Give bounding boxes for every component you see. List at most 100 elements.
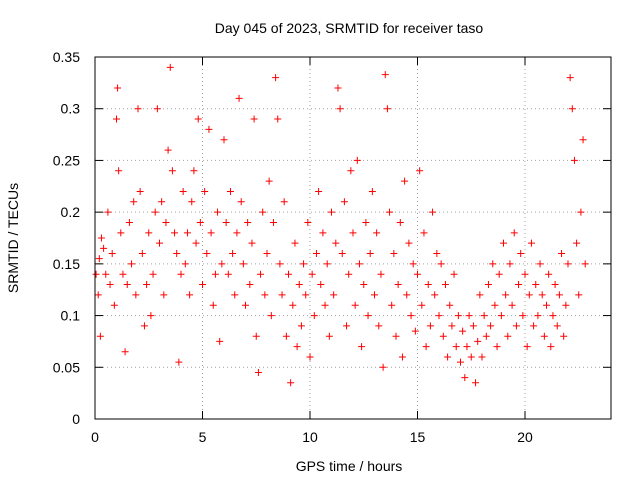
data-point bbox=[214, 208, 222, 216]
data-point bbox=[104, 208, 112, 216]
data-point bbox=[209, 301, 217, 309]
data-point bbox=[218, 260, 226, 268]
data-point bbox=[515, 281, 523, 289]
data-point bbox=[220, 136, 228, 144]
data-point bbox=[482, 332, 490, 340]
data-point bbox=[250, 115, 258, 123]
data-point bbox=[132, 291, 140, 299]
data-point bbox=[332, 239, 340, 247]
data-point bbox=[474, 337, 482, 345]
data-point bbox=[267, 312, 275, 320]
data-point bbox=[540, 332, 548, 340]
data-point bbox=[312, 250, 320, 258]
data-point bbox=[226, 187, 234, 195]
data-point bbox=[102, 270, 110, 278]
data-point bbox=[181, 260, 189, 268]
data-point bbox=[439, 332, 447, 340]
data-point bbox=[175, 358, 183, 366]
data-point bbox=[577, 208, 585, 216]
data-point bbox=[96, 332, 104, 340]
data-point bbox=[360, 281, 368, 289]
data-point bbox=[502, 291, 510, 299]
data-point bbox=[229, 250, 237, 258]
data-point bbox=[261, 291, 269, 299]
data-point bbox=[259, 208, 267, 216]
data-point bbox=[179, 187, 187, 195]
y-tick-label: 0 bbox=[72, 411, 80, 427]
data-point bbox=[478, 353, 486, 361]
data-point bbox=[263, 250, 271, 258]
data-point bbox=[186, 291, 194, 299]
data-point bbox=[125, 218, 133, 226]
data-point bbox=[568, 105, 576, 113]
data-point bbox=[334, 84, 342, 92]
data-point bbox=[306, 353, 314, 361]
data-point bbox=[487, 322, 495, 330]
y-tick-label: 0.1 bbox=[61, 308, 81, 324]
data-point bbox=[500, 239, 507, 247]
data-point bbox=[272, 74, 280, 82]
data-point bbox=[581, 260, 589, 268]
data-point bbox=[555, 291, 563, 299]
data-point bbox=[343, 322, 351, 330]
data-point bbox=[560, 332, 568, 340]
data-point bbox=[463, 343, 471, 351]
data-point bbox=[401, 177, 409, 185]
data-point bbox=[297, 322, 305, 330]
data-point bbox=[403, 291, 411, 299]
data-point bbox=[143, 281, 151, 289]
data-point bbox=[92, 270, 100, 278]
data-point bbox=[433, 250, 441, 258]
data-point bbox=[121, 348, 129, 356]
data-point bbox=[366, 250, 374, 258]
data-point bbox=[115, 167, 123, 175]
data-point bbox=[147, 312, 155, 320]
data-point bbox=[293, 343, 301, 351]
data-point bbox=[254, 368, 262, 376]
data-point bbox=[196, 218, 204, 226]
data-point bbox=[194, 115, 202, 123]
data-point bbox=[377, 270, 385, 278]
data-point bbox=[398, 353, 406, 361]
data-point bbox=[575, 291, 583, 299]
data-point bbox=[579, 136, 587, 144]
data-point bbox=[375, 322, 383, 330]
data-point bbox=[371, 291, 378, 299]
y-tick-label: 0.15 bbox=[53, 256, 80, 272]
y-tick-label: 0.35 bbox=[53, 49, 80, 65]
data-point bbox=[295, 281, 303, 289]
data-point bbox=[168, 167, 176, 175]
data-point bbox=[201, 187, 209, 195]
data-point bbox=[276, 260, 284, 268]
data-point bbox=[394, 281, 402, 289]
data-point bbox=[315, 187, 323, 195]
data-point bbox=[392, 332, 400, 340]
data-point bbox=[300, 260, 308, 268]
data-point bbox=[489, 260, 497, 268]
plot-frame bbox=[94, 56, 612, 420]
data-point bbox=[530, 322, 538, 330]
data-point bbox=[274, 115, 282, 123]
data-point bbox=[94, 291, 102, 299]
data-point bbox=[508, 301, 516, 309]
data-point bbox=[113, 115, 120, 123]
data-point bbox=[321, 301, 329, 309]
data-point bbox=[149, 270, 157, 278]
data-point bbox=[538, 291, 546, 299]
data-point bbox=[317, 281, 325, 289]
data-point bbox=[282, 332, 290, 340]
data-point bbox=[153, 105, 161, 113]
data-point bbox=[252, 332, 260, 340]
data-point bbox=[173, 250, 181, 258]
data-point bbox=[117, 229, 125, 237]
data-point bbox=[521, 270, 529, 278]
data-point bbox=[407, 312, 415, 320]
data-point bbox=[373, 229, 381, 237]
data-point bbox=[265, 177, 273, 185]
data-point bbox=[469, 322, 477, 330]
data-point bbox=[454, 312, 462, 320]
data-point bbox=[160, 291, 168, 299]
data-point bbox=[156, 239, 163, 247]
data-point bbox=[461, 374, 469, 382]
data-point bbox=[310, 312, 318, 320]
